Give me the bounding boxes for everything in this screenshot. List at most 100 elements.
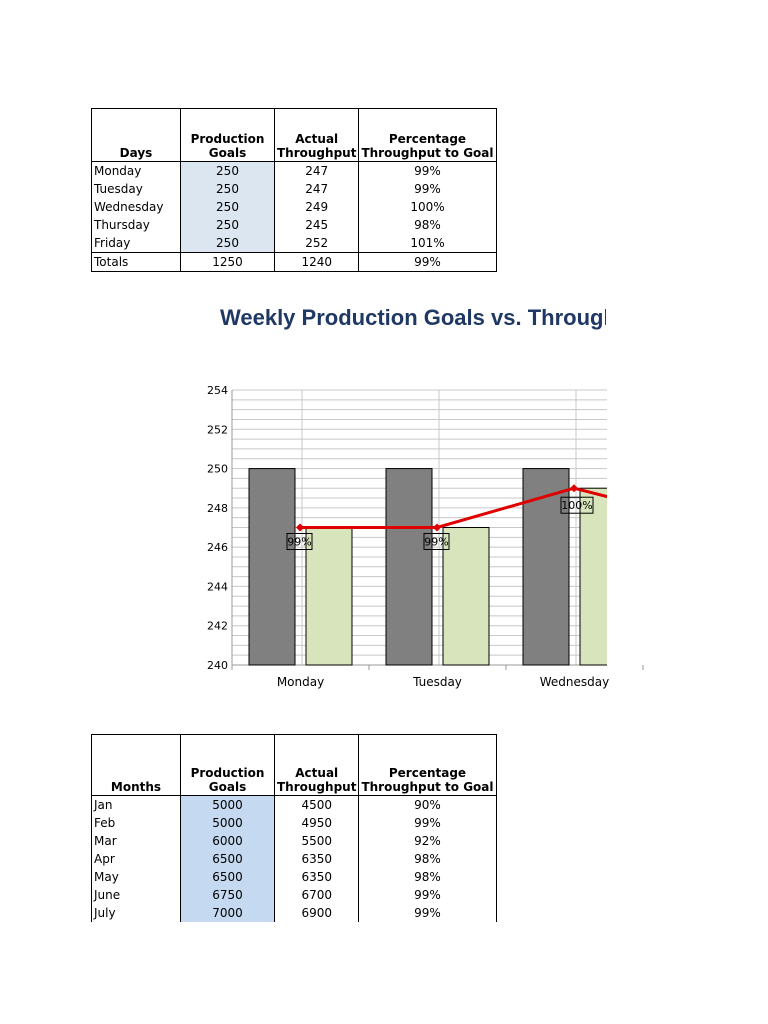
table-row: Apr 6500 6350 98% (91, 850, 497, 868)
actual-cell[interactable]: 252 (273, 234, 360, 253)
totals-label[interactable]: Totals (91, 252, 181, 272)
table-row: Feb 5000 4950 99% (91, 814, 497, 832)
data-label-box (560, 496, 594, 514)
row-label[interactable]: June (91, 886, 181, 904)
totals-actual[interactable]: 1240 (273, 252, 360, 272)
row-label[interactable]: Wednesday (91, 198, 181, 216)
weekly-header-row: Days Production Goals Actual Throughput Pe… (91, 108, 497, 162)
actual-cell[interactable]: 245 (273, 216, 360, 234)
actual-cell[interactable]: 247 (273, 180, 360, 198)
percentage-cell[interactable]: 99% (358, 886, 497, 904)
table-row: Jan 5000 4500 90% (91, 795, 497, 814)
table-row: Thursday 250 245 98% (91, 216, 497, 234)
goal-cell[interactable]: 6750 (180, 886, 275, 904)
actual-cell[interactable]: 249 (273, 198, 360, 216)
actual-cell[interactable]: 4950 (273, 814, 360, 832)
y-tick-label: 244 (207, 580, 228, 593)
goal-cell[interactable]: 7000 (180, 904, 275, 922)
percentage-series-line (300, 486, 607, 529)
line-marker (570, 484, 578, 493)
percentage-cell[interactable]: 99% (358, 814, 497, 832)
percentage-cell[interactable]: 98% (358, 868, 497, 886)
row-label[interactable]: Jan (91, 795, 181, 814)
table-row: Mar 6000 5500 92% (91, 832, 497, 850)
data-label: 99% (424, 536, 448, 549)
row-label[interactable]: Mar (91, 832, 181, 850)
x-tick-label: Tuesday (412, 675, 462, 689)
totals-row: Totals 1250 1240 99% (91, 252, 497, 272)
row-label[interactable]: Thursday (91, 216, 181, 234)
monthly-header-months[interactable]: Months (91, 734, 181, 796)
actual-cell[interactable]: 6350 (273, 850, 360, 868)
chart-bars (248, 468, 607, 666)
y-tick-label: 248 (207, 502, 228, 515)
goal-cell[interactable]: 250 (180, 161, 275, 180)
actual-cell[interactable]: 247 (273, 161, 360, 180)
row-label[interactable]: July (91, 904, 181, 922)
y-tick-label: 240 (207, 659, 228, 672)
goal-bar (248, 468, 296, 666)
percentage-cell[interactable]: 98% (358, 850, 497, 868)
percentage-cell[interactable]: 99% (358, 161, 497, 180)
actual-bar (442, 527, 490, 666)
percentage-cell[interactable]: 101% (358, 234, 497, 253)
goal-cell[interactable]: 6500 (180, 868, 275, 886)
x-tick-label: Wednesday (540, 675, 609, 689)
data-label-box (423, 533, 450, 550)
monthly-header-goals[interactable]: Production Goals (180, 734, 275, 796)
table-row: Wednesday 250 249 100% (91, 198, 497, 216)
goal-cell[interactable]: 250 (180, 234, 275, 253)
chart-line (296, 484, 607, 532)
actual-bar (305, 527, 353, 666)
weekly-header-days[interactable]: Days (91, 108, 181, 162)
row-label[interactable]: May (91, 868, 181, 886)
y-tick-label: 250 (207, 463, 228, 476)
actual-cell[interactable]: 6700 (273, 886, 360, 904)
actual-cell[interactable]: 6900 (273, 904, 360, 922)
row-label[interactable]: Feb (91, 814, 181, 832)
actual-cell[interactable]: 6350 (273, 868, 360, 886)
goal-cell[interactable]: 250 (180, 180, 275, 198)
goal-cell[interactable]: 6500 (180, 850, 275, 868)
table-row: May 6500 6350 98% (91, 868, 497, 886)
weekly-header-actual[interactable]: Actual Throughput (273, 108, 360, 162)
actual-bar (579, 487, 607, 666)
table-row: Tuesday 250 247 99% (91, 180, 497, 198)
monthly-header-actual[interactable]: Actual Throughput (273, 734, 360, 796)
weekly-header-goals[interactable]: Production Goals (180, 108, 275, 162)
row-label[interactable]: Monday (91, 161, 181, 180)
goal-cell[interactable]: 5000 (180, 814, 275, 832)
table-row: Friday 250 252 101% (91, 234, 497, 253)
y-tick-label: 252 (207, 423, 228, 436)
chart-title: Weekly Production Goals vs. Throughput (220, 305, 606, 330)
chart-labels: 240 242 244 246 248 250 252 254 Monday Tuesday Wed… (207, 384, 609, 689)
totals-percentage[interactable]: 99% (358, 252, 497, 272)
goal-bar (385, 468, 433, 666)
goal-bar (522, 468, 570, 666)
monthly-header-percentage[interactable]: Percentage Throughput to Goal (358, 734, 497, 796)
row-label[interactable]: Friday (91, 234, 181, 253)
table-row: July 7000 6900 99% (91, 904, 497, 922)
actual-cell[interactable]: 5500 (273, 832, 360, 850)
weekly-header-percentage[interactable]: Percentage Throughput to Goal (358, 108, 497, 162)
y-tick-label: 254 (207, 384, 228, 397)
percentage-cell[interactable]: 99% (358, 180, 497, 198)
y-tick-label: 242 (207, 620, 228, 633)
row-label[interactable]: Apr (91, 850, 181, 868)
percentage-cell[interactable]: 92% (358, 832, 497, 850)
percentage-cell[interactable]: 100% (358, 198, 497, 216)
percentage-cell[interactable]: 98% (358, 216, 497, 234)
percentage-cell[interactable]: 90% (358, 795, 497, 814)
monthly-production-table: Months Production Goals Actual Throughput … (91, 734, 497, 922)
x-tick-label: Monday (277, 675, 324, 689)
goal-cell[interactable]: 6000 (180, 832, 275, 850)
table-row: Monday 250 247 99% (91, 161, 497, 180)
data-label-box (286, 533, 313, 550)
goal-cell[interactable]: 250 (180, 216, 275, 234)
actual-cell[interactable]: 4500 (273, 795, 360, 814)
weekly-production-table: Days Production Goals Actual Throughput Pe… (91, 108, 497, 272)
percentage-cell[interactable]: 99% (358, 904, 497, 922)
goal-cell[interactable]: 5000 (180, 795, 275, 814)
table-row: June 6750 6700 99% (91, 886, 497, 904)
